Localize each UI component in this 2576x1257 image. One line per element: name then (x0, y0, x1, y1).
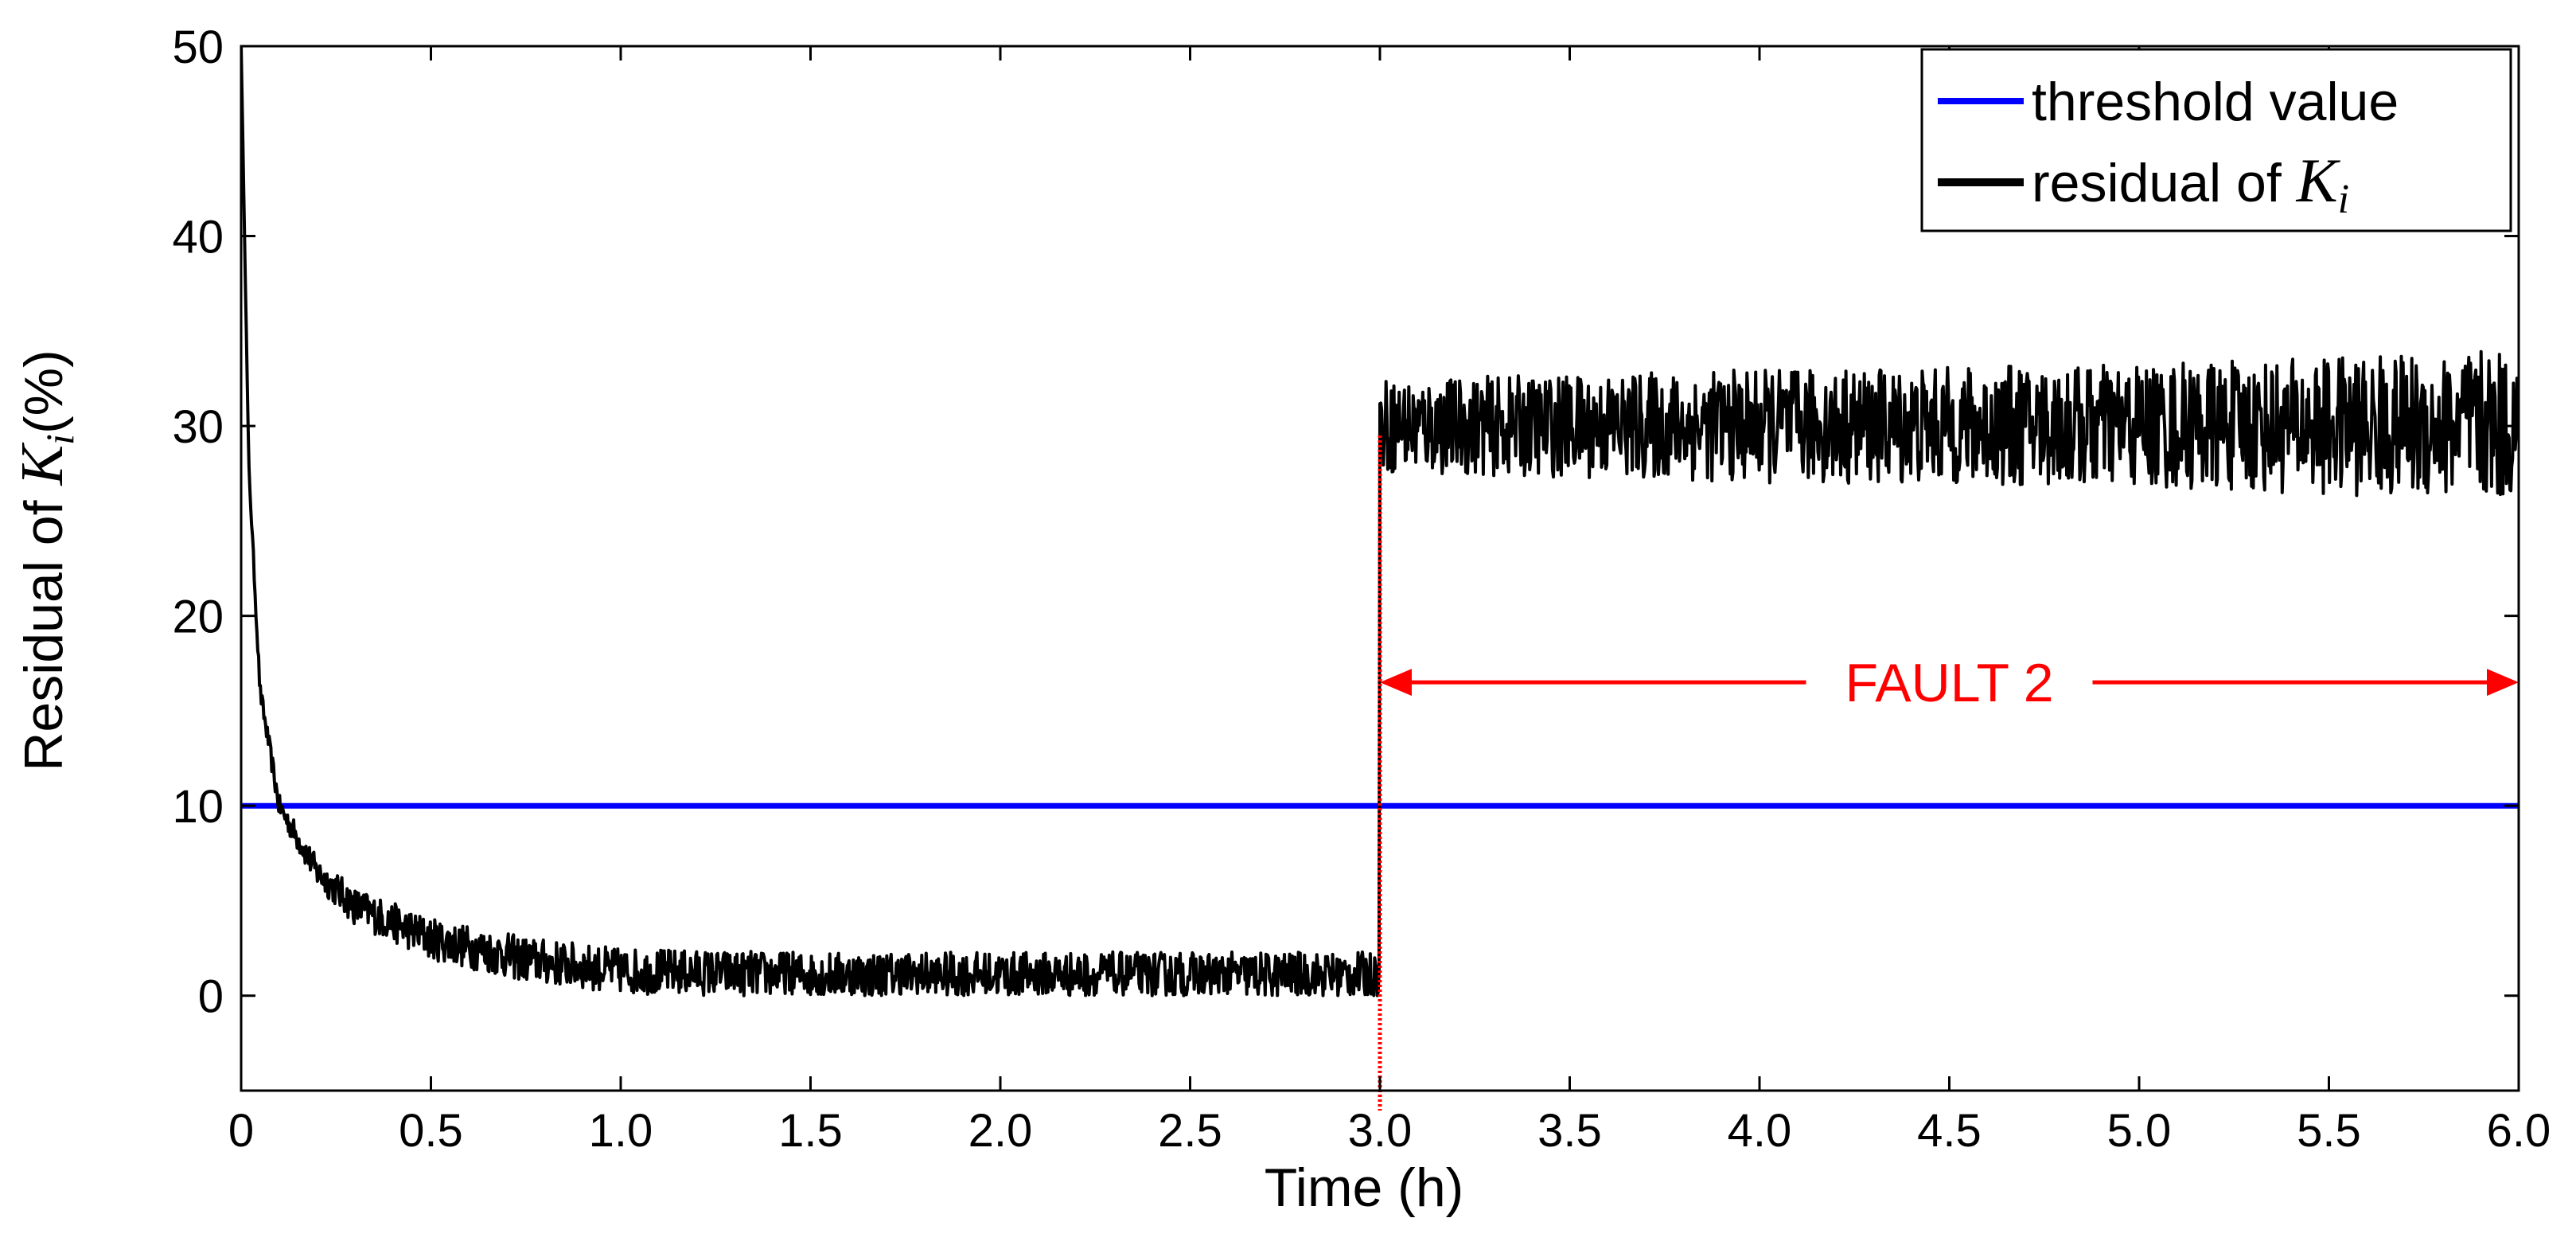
x-tick-label: 6.0 (2487, 1105, 2551, 1157)
x-tick-label: 5.0 (2107, 1105, 2172, 1157)
fault-label: FAULT 2 (1845, 653, 2053, 713)
x-tick-label: 3.0 (1348, 1105, 1413, 1157)
x-tick-label: 2.0 (968, 1105, 1033, 1157)
y-tick-label: 50 (172, 21, 224, 73)
arrowhead-left-icon (1380, 669, 1412, 697)
arrowhead-right-icon (2487, 669, 2519, 697)
axes: 0 0.5 1.0 1.5 2.0 2.5 3.0 3.5 4.0 4.5 5.0 5.5 6.0 0 10… (9, 21, 2551, 1218)
x-tick-label: 5.5 (2297, 1105, 2361, 1157)
legend-label: residual of Ki (2032, 146, 2349, 222)
y-tick-label: 20 (172, 591, 224, 643)
x-tick-label: 1.0 (589, 1105, 653, 1157)
series-line-residual (241, 46, 2519, 997)
x-tick-label: 4.5 (1917, 1105, 1982, 1157)
x-tick-label: 2.5 (1158, 1105, 1222, 1157)
y-axis-title: Residual of Ki(%) (9, 349, 82, 771)
y-tick-label: 10 (172, 781, 224, 833)
y-tick-label: 0 (198, 971, 224, 1023)
x-tick-label: 4.0 (1728, 1105, 1792, 1157)
legend: threshold value residual of Ki (1920, 48, 2512, 232)
x-tick-label: 0 (228, 1105, 254, 1157)
x-tick-label: 1.5 (778, 1105, 843, 1157)
y-tick-label: 40 (172, 212, 224, 264)
legend-box (1920, 48, 2512, 232)
x-axis-title: Time (h) (1265, 1157, 1464, 1218)
y-tick-label: 30 (172, 401, 224, 453)
x-tick-label: 0.5 (399, 1105, 463, 1157)
legend-label: threshold value (2032, 72, 2399, 132)
x-tick-label: 3.5 (1537, 1105, 1602, 1157)
plot-area: FAULT 2 (241, 46, 2519, 1111)
